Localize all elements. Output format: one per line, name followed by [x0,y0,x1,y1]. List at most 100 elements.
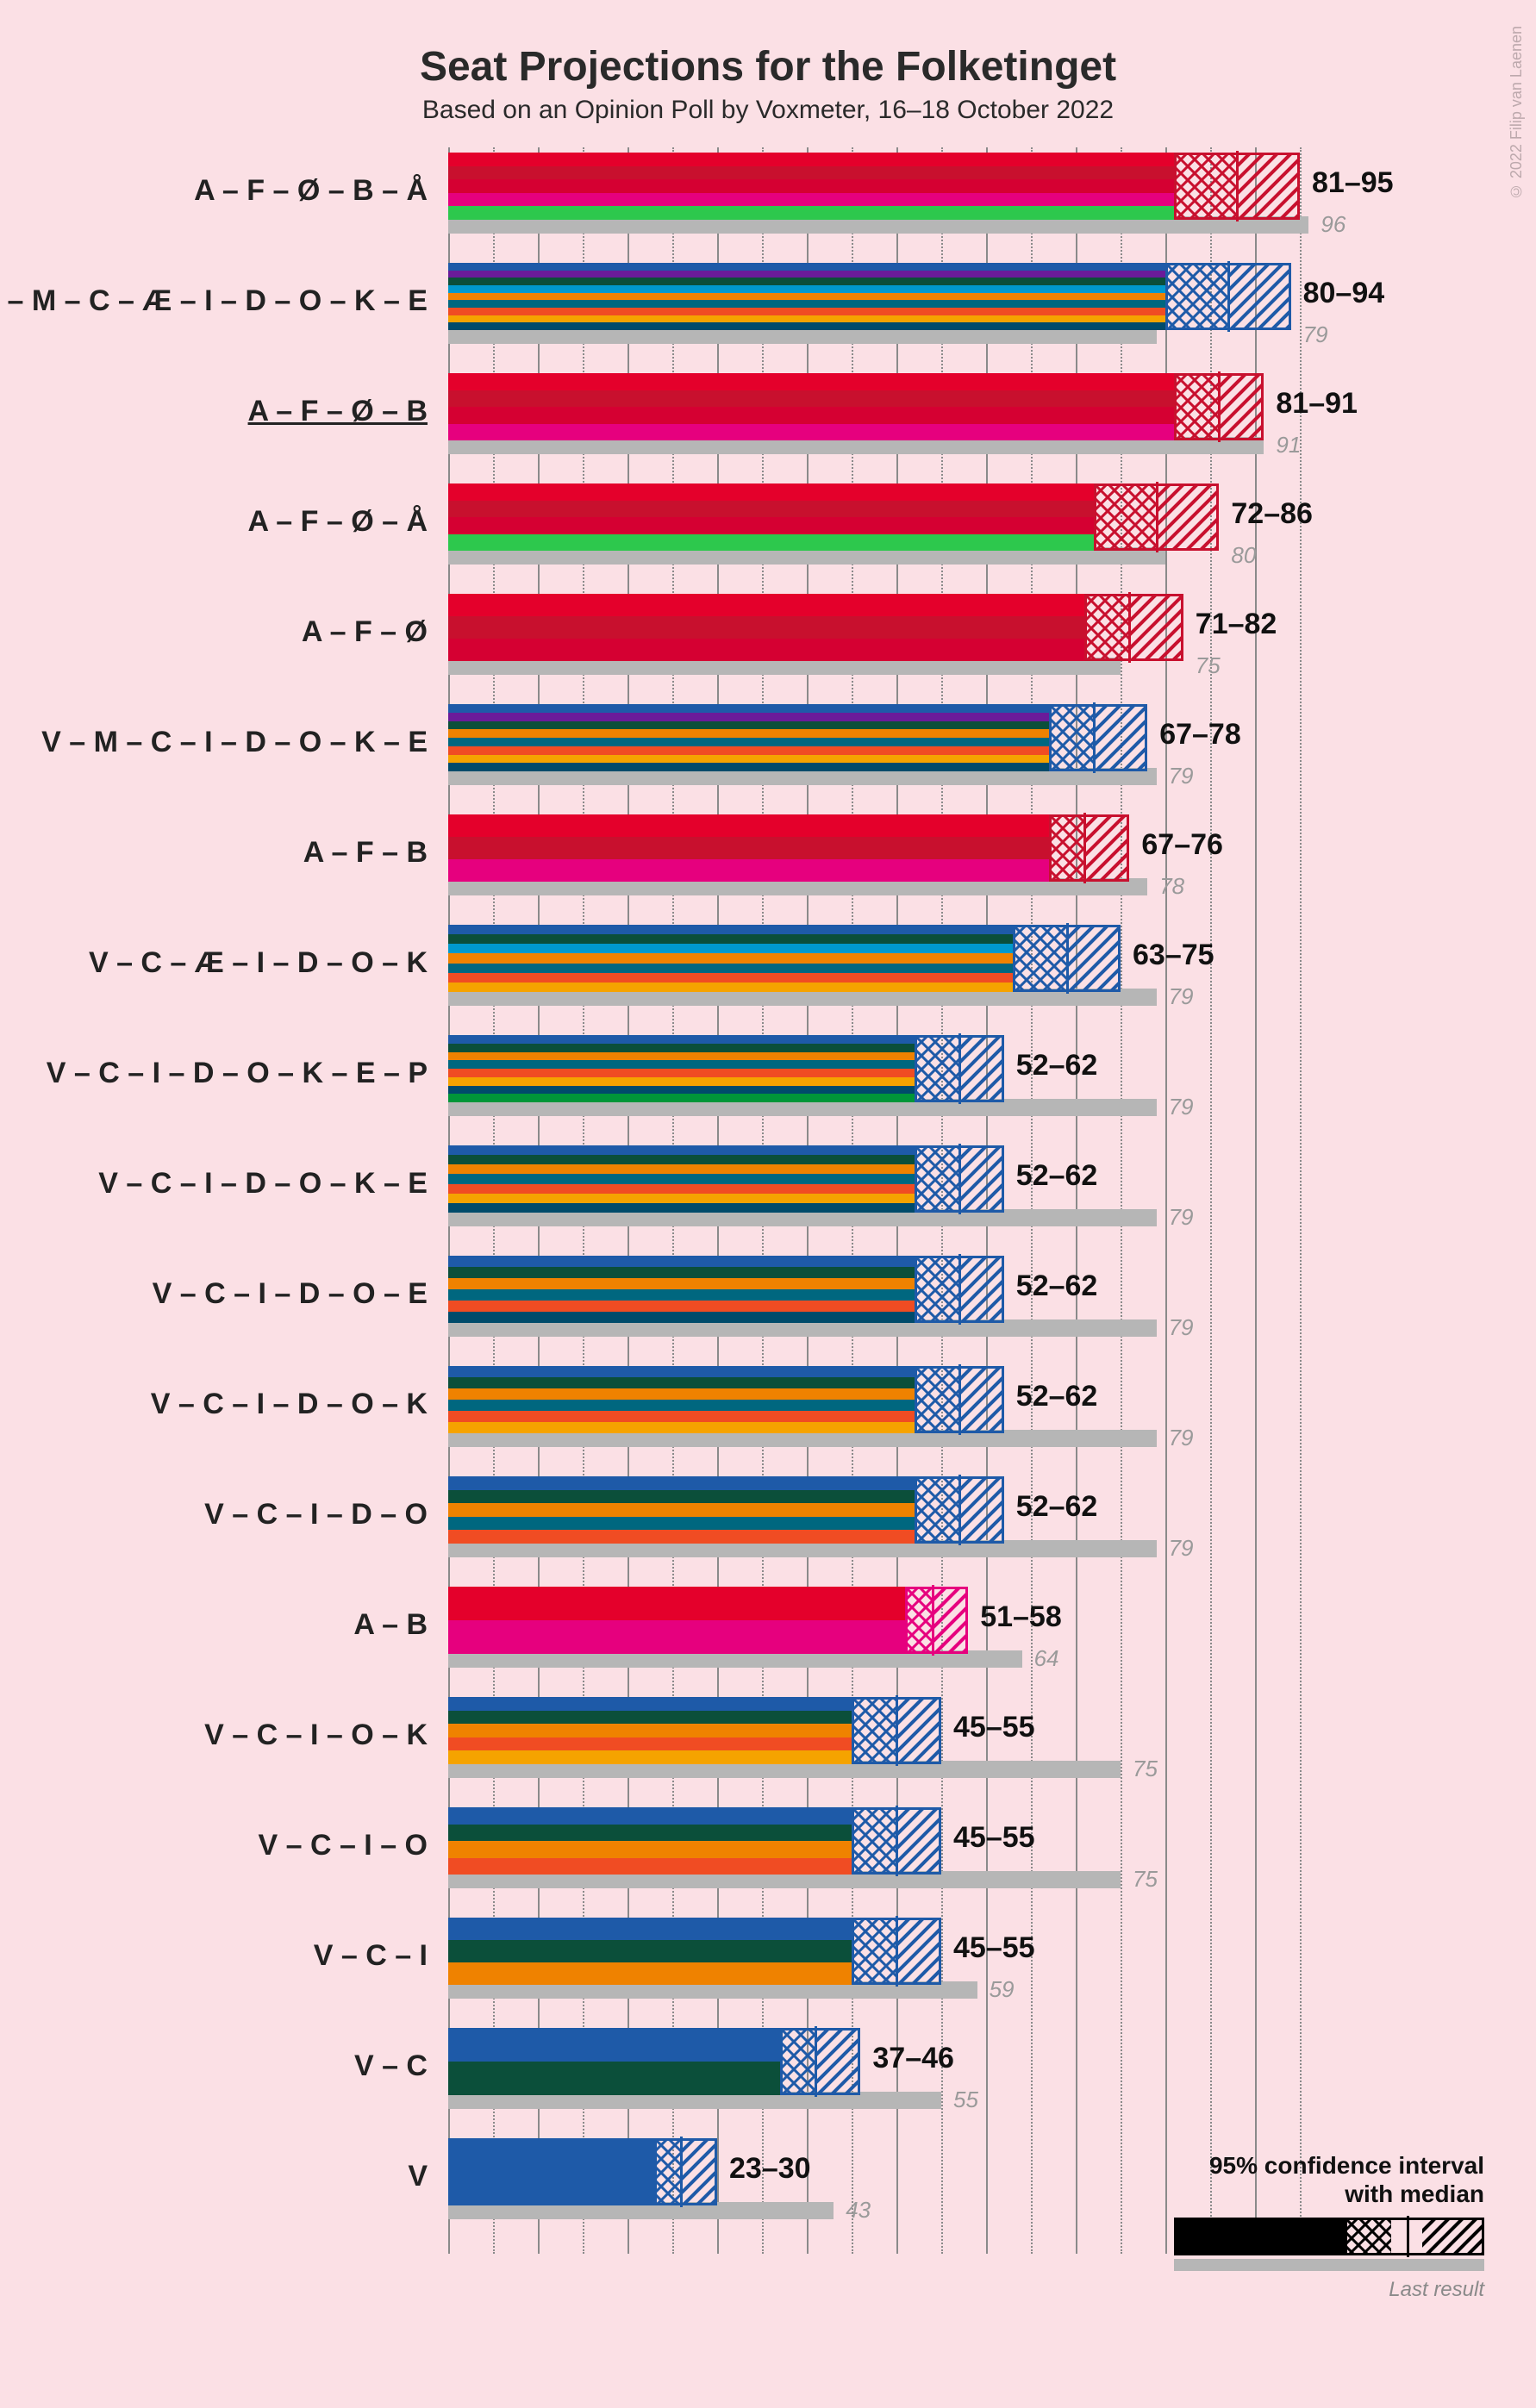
range-value: 45–55 [953,1931,1035,1965]
previous-result-value: 75 [1196,652,1221,679]
previous-result-value: 59 [990,1976,1015,2003]
ci-lower-hatch [1094,483,1157,551]
coalition-label: A – F – Ø – B [5,373,428,449]
median-marker [1218,371,1221,442]
previous-result-value: 78 [1159,873,1184,900]
ci-lower-hatch [915,1366,959,1433]
plot-region: A – F – Ø – B – Å9681–95V – M – C – Æ – … [448,153,1483,2249]
previous-result-value: 79 [1169,1314,1194,1341]
coalition-label: V – C – Æ – I – D – O – K [5,925,428,1001]
ci-upper-hatch [959,1035,1004,1102]
legend-bar [1174,2218,1484,2255]
coalition-row: V – C – I – O7545–55 [448,1807,1483,1918]
previous-result-value: 79 [1169,1425,1194,1451]
median-marker [1236,151,1239,221]
median-marker [1066,923,1069,994]
previous-result-value: 79 [1169,1535,1194,1562]
ci-upper-hatch [681,2138,717,2205]
projection-bar [448,1476,915,1544]
coalition-label: V [5,2138,428,2214]
previous-result-value: 75 [1133,1756,1158,1782]
chart-subtitle: Based on an Opinion Poll by Voxmeter, 16… [0,96,1536,125]
projection-bar [448,2028,780,2095]
range-value: 51–58 [980,1600,1062,1634]
median-marker [815,2026,817,2097]
range-value: 80–94 [1303,277,1385,310]
ci-lower-hatch [1165,263,1228,330]
chart-title: Seat Projections for the Folketinget [0,43,1536,90]
ci-upper-hatch [959,1366,1004,1433]
median-marker [958,1033,961,1104]
coalition-label: A – F – B [5,814,428,890]
previous-result-value: 55 [953,2087,978,2113]
coalition-label: A – B [5,1587,428,1663]
coalition-label: A – F – Ø [5,594,428,670]
coalition-row: A – F – Ø – B9181–91 [448,373,1483,483]
ci-upper-hatch [1129,594,1183,661]
previous-result-value: 75 [1133,1866,1158,1893]
ci-lower-hatch [852,1697,896,1764]
previous-result-value: 79 [1303,321,1328,348]
projection-bar [448,483,1094,551]
projection-bar [448,373,1174,440]
ci-lower-hatch [852,1918,896,1985]
coalition-label: V – C – I – D – O – E [5,1256,428,1332]
coalition-row: A – F – Ø – Å8072–86 [448,483,1483,594]
median-marker [896,1916,898,1987]
median-marker [1093,702,1096,773]
range-value: 52–62 [1016,1159,1098,1193]
ci-upper-hatch [815,2028,860,2095]
coalition-row: A – F – Ø – B – Å9681–95 [448,153,1483,263]
coalition-row: V – C – I – D – O7952–62 [448,1476,1483,1587]
coalition-row: V – C – I – D – O – K – E7952–62 [448,1145,1483,1256]
range-value: 23–30 [729,2152,811,2186]
projection-bar [448,2138,654,2205]
projection-bar [448,1697,852,1764]
coalition-label: V – C – I [5,1918,428,1993]
range-value: 52–62 [1016,1049,1098,1082]
previous-result-value: 91 [1276,432,1301,459]
range-value: 67–78 [1159,718,1241,752]
ci-lower-hatch [905,1587,932,1654]
range-value: 45–55 [953,1821,1035,1855]
chart-area: A – F – Ø – B – Å9681–95V – M – C – Æ – … [448,153,1483,2249]
median-marker [1128,592,1131,663]
range-value: 45–55 [953,1711,1035,1744]
projection-bar [448,1918,852,1985]
ci-lower-hatch [1049,704,1094,771]
coalition-row: V – C – I – D – O – E7952–62 [448,1256,1483,1366]
coalition-row: V – M – C – Æ – I – D – O – K – E7980–94 [448,263,1483,373]
projection-bar [448,1035,915,1102]
coalition-label: V – C – I – D – O – K [5,1366,428,1442]
ci-upper-hatch [1067,925,1121,992]
median-marker [1083,813,1086,883]
ci-upper-hatch [1237,153,1300,220]
median-marker [680,2137,683,2207]
legend-prev-bar [1174,2259,1484,2271]
ci-upper-hatch [1084,814,1129,882]
previous-result-value: 96 [1321,211,1346,238]
chart-container: © 2022 Filip van Laenen Seat Projections… [0,0,1536,2318]
median-marker [1227,261,1230,332]
previous-result-value: 80 [1231,542,1256,569]
coalition-row: V – C – I – D – O – K7952–62 [448,1366,1483,1476]
legend-last-result: Last result [1174,2278,1484,2302]
ci-lower-hatch [1013,925,1066,992]
rows-container: A – F – Ø – B – Å9681–95V – M – C – Æ – … [448,153,1483,2249]
previous-result-value: 79 [1169,763,1194,789]
median-marker [958,1364,961,1435]
range-value: 52–62 [1016,1490,1098,1524]
ci-upper-hatch [1157,483,1220,551]
projection-bar [448,153,1174,220]
coalition-label: V – C – I – D – O [5,1476,428,1552]
ci-upper-hatch [896,1918,941,1985]
median-marker [932,1585,934,1656]
range-value: 81–91 [1276,387,1358,421]
previous-result-value: 64 [1034,1645,1059,1672]
coalition-row: V – C – I – O – K7545–55 [448,1697,1483,1807]
ci-lower-hatch [915,1256,959,1323]
coalition-label: V – C – I – O [5,1807,428,1883]
coalition-label: A – F – Ø – B – Å [5,153,428,228]
projection-bar [448,594,1084,661]
previous-result-value: 79 [1169,983,1194,1010]
